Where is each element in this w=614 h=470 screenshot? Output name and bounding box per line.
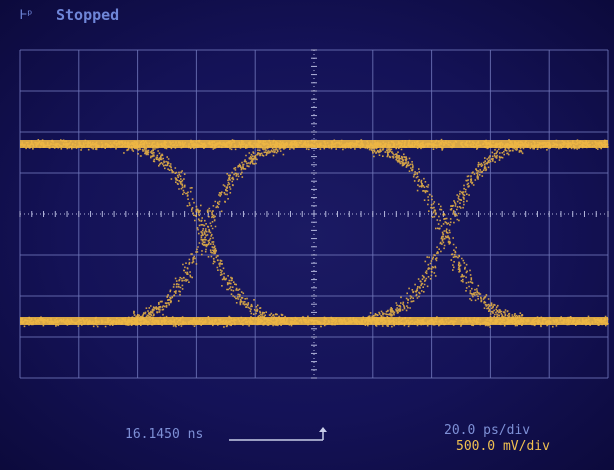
eye-diagram-trace <box>20 138 609 328</box>
timebase-readout: 20.0 ps/div <box>444 423 531 438</box>
time-position-readout: 16.1450 ns <box>125 427 204 442</box>
high-level-rail <box>20 140 608 148</box>
graticule <box>19 49 609 379</box>
acquisition-status: Stopped <box>56 6 120 24</box>
vertical-scale-readout: 500.0 mV/div <box>456 439 550 454</box>
status-bar: Ꮀᵖ Stopped <box>0 0 614 30</box>
acquisition-indicator-icon: Ꮀᵖ <box>20 8 34 23</box>
time-reference-arrow-icon <box>229 427 327 441</box>
trace-samples <box>20 138 609 328</box>
